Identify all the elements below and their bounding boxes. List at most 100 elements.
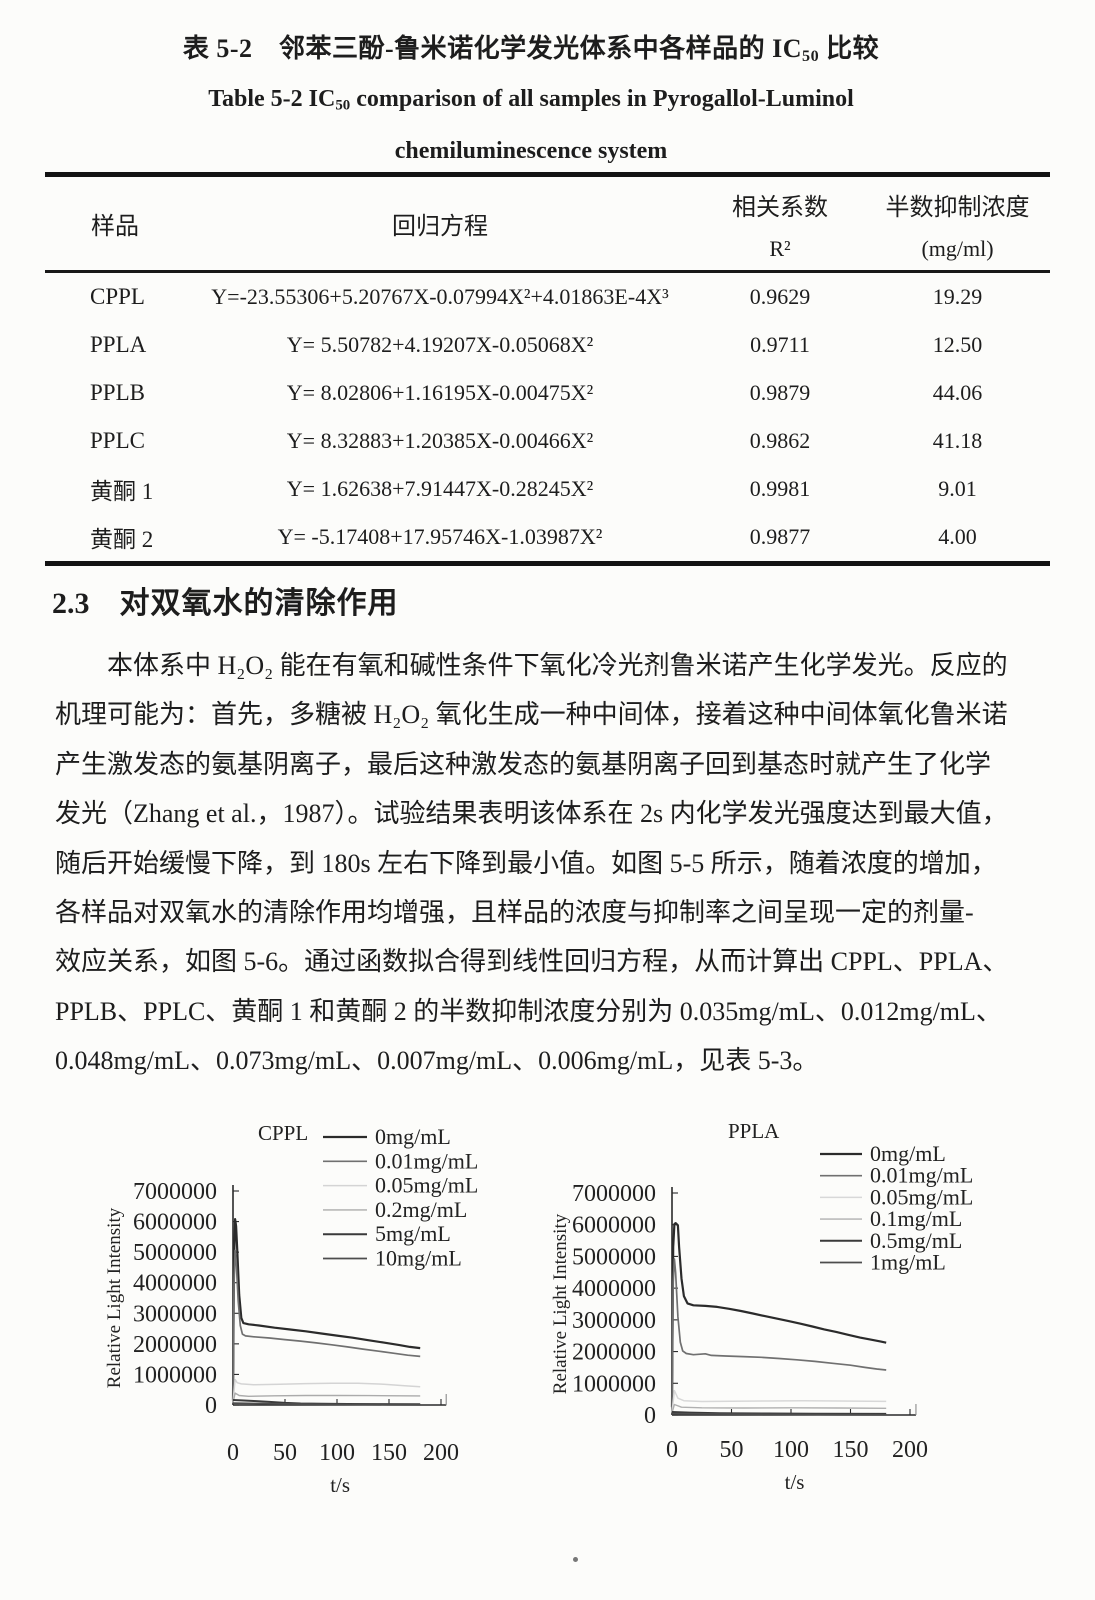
header-r2-symbol: R² [769,236,791,261]
x-tick-label: 200 [423,1440,459,1466]
section-heading: 2.3 对双氧水的清除作用 [52,578,399,622]
cell-equation: Y= 8.32883+1.20385X-0.00466X² [286,428,594,453]
cell-equation: Y= 5.50782+4.19207X-0.05068X² [286,332,594,357]
cell-r2: 0.9877 [749,524,811,549]
x-axis-label: t/s [785,1470,805,1494]
series-line-0.05mg/mL [671,1389,887,1413]
cell-equation: Y=-23.55306+5.20767X-0.07994X²+4.01863E-… [211,284,669,309]
cell-sample: PPLA [90,332,147,357]
y-tick-label: 6000000 [133,1210,217,1236]
cell-r2: 0.9711 [750,332,810,357]
y-tick-label: 6000000 [572,1213,656,1239]
series-line-0.2mg/mL [232,1392,421,1404]
table-header-row: 样品 回归方程 相关系数 R² 半数抑制浓度 (mg/ml) [45,177,1050,273]
cell-equation: Y= -5.17408+17.95746X-1.03987X² [277,524,603,549]
paragraph-line: PPLB、PPLC、黄酮 1 和黄酮 2 的半数抑制浓度分别为 0.035mg/… [55,996,1002,1026]
cell-r2: 0.9862 [749,428,811,453]
cell-ic50: 41.18 [932,428,983,453]
cell-r2: 0.9879 [749,380,811,405]
table-caption-en-line2: chemiluminescence system [394,138,668,164]
ic50-subscript: 50 [335,97,351,114]
cell-sample: CPPL [90,284,145,309]
paragraph-line: 随后开始缓慢下降，到 180s 左右下降到最小值。如图 5-5 所示，随着浓度的… [55,848,997,878]
series-line-0.01mg/mL [671,1258,887,1410]
table-body: CPPL Y=-23.55306+5.20767X-0.07994X²+4.018… [45,273,1050,561]
y-axis-label: Relative Light Intensity [104,1207,125,1388]
x-tick-label: 150 [833,1437,869,1463]
legend-label: 1mg/mL [870,1250,946,1275]
legend-label: 0.01mg/mL [870,1163,973,1188]
x-tick-label: 100 [773,1437,809,1463]
header-equation: 回归方程 [392,214,488,240]
cell-sample: PPLC [90,428,145,453]
x-tick-label: 50 [273,1440,297,1466]
legend-label: 10mg/mL [375,1246,462,1271]
section-number: 2.3 [52,587,90,620]
cell-equation: Y= 8.02806+1.16195X-0.00475X² [286,380,594,405]
y-tick-label: 5000000 [572,1244,656,1270]
y-tick-label: 4000000 [572,1276,656,1302]
x-tick-label: 50 [720,1437,744,1463]
cell-ic50: 44.06 [932,380,983,405]
body-paragraph: 本体系中 H₂O₂ 能在有氧和碱性条件下氧化冷光剂鲁米诺产生化学发光。反应的机理… [55,641,1050,1086]
cell-ic50: 9.01 [938,476,977,501]
ic50-subscript: 50 [802,48,820,66]
series-line-0.1mg/mL [671,1403,887,1413]
cell-sample: 黄酮 1 [90,479,154,504]
legend-label: 0.5mg/mL [870,1228,962,1253]
section-title: 对双氧水的清除作用 [119,587,399,620]
x-tick-label: 0 [666,1437,678,1463]
y-axis-label: Relative Light Intensity [550,1213,571,1394]
y-tick-label: 7000000 [572,1181,656,1207]
legend-label: 0.05mg/mL [870,1184,973,1209]
paragraph-line: 产生激发态的氨基阴离子，最后这种激发态的氨基阴离子回到基态时就产生了化学 [55,749,992,779]
paragraph-line: 0.048mg/mL、0.073mg/mL、0.007mg/mL、0.006mg… [55,1046,819,1076]
ic50-table: 样品 回归方程 相关系数 R² 半数抑制浓度 (mg/ml) CPPL Y=-23… [45,172,1050,566]
table-row: PPLB Y= 8.02806+1.16195X-0.00475X² 0.9879 4… [45,369,1050,417]
y-tick-label: 3000000 [133,1301,217,1327]
legend-label: 0.2mg/mL [375,1197,467,1222]
y-tick-label: 7000000 [133,1179,217,1205]
paragraph-line: 发光（Zhang et al.，1987）。试验结果表明该体系在 2s 内化学发… [55,799,1008,829]
y-tick-label: 3000000 [572,1308,656,1334]
paragraph-line: 机理可能为：首先，多糖被 H₂O₂ 氧化生成一种中间体，接着这种中间体氧化鲁米诺 [55,700,1008,730]
chart-title: PPLA [728,1119,780,1143]
y-tick-label: 4000000 [133,1271,217,1297]
paragraph-line: 本体系中 H₂O₂ 能在有氧和碱性条件下氧化冷光剂鲁米诺产生化学发光。反应的 [107,651,1008,680]
table-caption-en: Table 5-2 IC50 comparison of all samples… [0,86,1062,115]
y-tick-label: 0 [644,1403,656,1429]
y-tick-label: 1000000 [133,1362,217,1388]
x-tick-label: 200 [892,1437,928,1463]
series-line-0.05mg/mL [232,1378,421,1403]
table-row: PPLA Y= 5.50782+4.19207X-0.05068X² 0.9711 1… [45,321,1050,369]
caption-en-prefix: Table 5-2 IC [208,86,336,112]
x-tick-label: 0 [227,1440,239,1466]
x-axis-label: t/s [330,1473,350,1497]
table-caption-zh: 表 5-2 邻苯三酚-鲁米诺化学发光体系中各样品的 IC50 比较 [0,28,1062,66]
header-sample: 样品 [91,214,139,240]
cell-ic50: 4.00 [938,524,977,549]
caption-zh-prefix: 表 5-2 邻苯三酚-鲁米诺化学发光体系中各样品的 IC [182,34,803,63]
paragraph-line: 各样品对双氧水的清除作用均增强，且样品的浓度与抑制率之间呈现一定的剂量- [55,898,974,928]
header-r2: 相关系数 R² [695,177,865,270]
legend-label: 5mg/mL [375,1221,451,1246]
x-tick-label: 150 [371,1440,407,1466]
series-line-0.01mg/mL [232,1249,421,1402]
y-tick-label: 2000000 [133,1332,217,1358]
cell-equation: Y= 1.62638+7.91447X-0.28245X² [286,476,594,501]
y-tick-label: 0 [205,1393,217,1419]
cell-r2: 0.9981 [749,476,811,501]
chart-title: CPPL [258,1121,308,1145]
legend-label: 0.01mg/mL [375,1148,478,1173]
series-line-0mg/mL [231,1218,421,1401]
legend-label: 0mg/mL [870,1141,946,1166]
legend-label: 0.1mg/mL [870,1206,962,1231]
header-r2-top: 相关系数 [732,195,828,221]
cell-ic50: 12.50 [932,332,983,357]
series-line-1mg/mL [671,1412,887,1416]
series-line-10mg/mL [232,1402,421,1406]
cell-r2: 0.9629 [749,284,811,309]
header-ic50-unit: (mg/ml) [921,236,994,261]
